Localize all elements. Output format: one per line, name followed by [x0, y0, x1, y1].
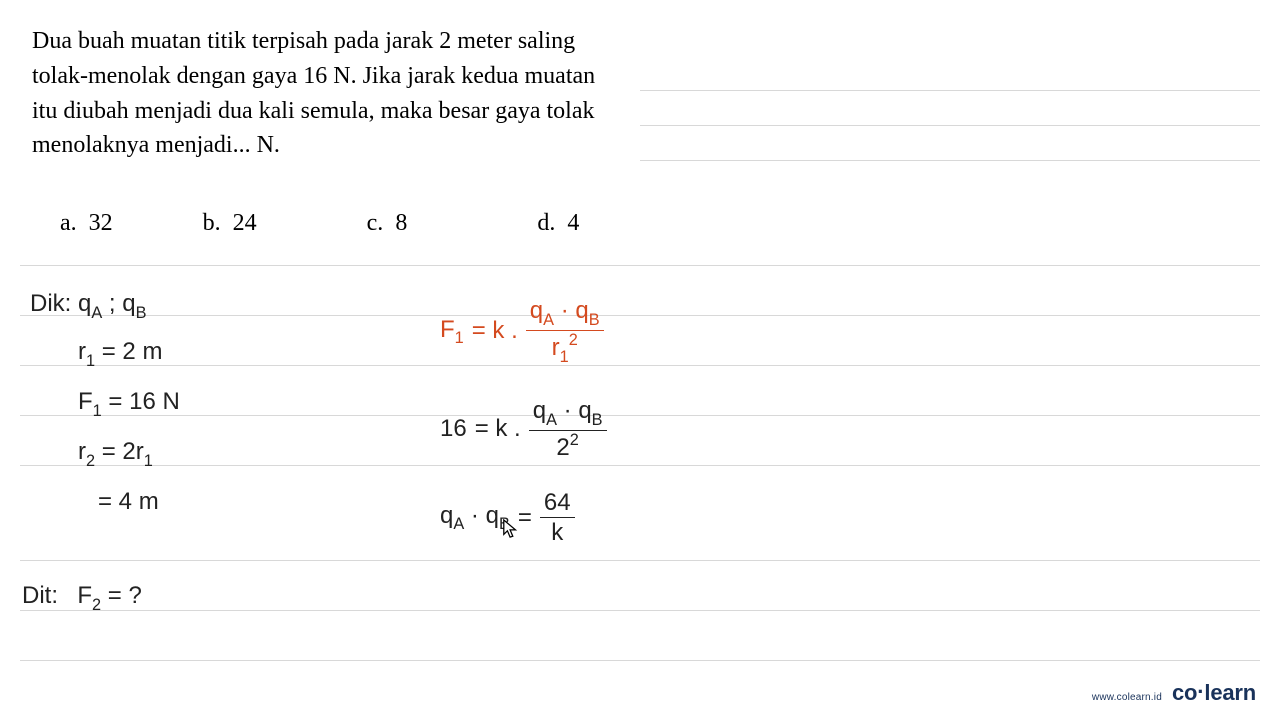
given-lhs: r1 — [78, 338, 95, 365]
given-row: Dik: qA ; qB — [30, 290, 147, 322]
ruled-line — [20, 265, 1260, 266]
option-b: b. 24 — [203, 210, 257, 237]
given-rhs: = 4 m — [98, 488, 159, 515]
option-d: d. 4 — [537, 210, 579, 237]
eq-lhs: qA · qB — [440, 502, 510, 534]
ask-heading: Dit: — [22, 582, 58, 609]
eq-lhs: 16 — [440, 415, 467, 443]
ruled-line — [640, 90, 1260, 91]
ruled-line — [20, 660, 1260, 661]
eq-denominator: 22 — [529, 431, 607, 460]
given-rhs: = 2r1 — [102, 438, 153, 465]
option-value: 4 — [567, 210, 579, 237]
option-a: a. 32 — [60, 210, 113, 237]
equation-row: 16 = k . qA · qB22 — [440, 398, 607, 460]
ruled-line — [640, 125, 1260, 126]
brand-logo: www.colearn.id co·learn — [1092, 680, 1256, 706]
eq-denominator: r12 — [526, 331, 604, 365]
equation-row: qA · qB = 64k — [440, 490, 575, 545]
given-rhs: = 16 N — [108, 388, 179, 415]
eq-numerator: 64 — [540, 490, 575, 518]
option-c: c. 8 — [367, 210, 408, 237]
given-heading: Dik: — [30, 290, 71, 317]
given-lhs: r2 — [78, 438, 95, 465]
given-row: r2 = 2r1 — [30, 438, 153, 470]
given-row: = 4 m — [30, 488, 159, 516]
eq-fraction: qA · qB22 — [529, 398, 607, 460]
eq-denominator: k — [540, 518, 575, 545]
given-lhs: F1 — [78, 388, 102, 415]
brand-name: co·learn — [1172, 680, 1256, 706]
ask-expr: F2 = ? — [77, 582, 141, 609]
eq-lhs: F1 — [440, 316, 464, 348]
ruled-line — [20, 560, 1260, 561]
eq-equals: = k . — [472, 317, 518, 345]
eq-numerator: qA · qB — [526, 298, 604, 331]
option-label: a. — [60, 210, 77, 237]
option-value: 8 — [395, 210, 407, 237]
ruled-line — [640, 160, 1260, 161]
equation-row: F1 = k . qA · qBr12 — [440, 298, 604, 365]
option-label: b. — [203, 210, 221, 237]
option-label: c. — [367, 210, 384, 237]
option-value: 32 — [89, 210, 113, 237]
given-row: r1 = 2 m — [30, 338, 162, 370]
ruled-line — [20, 365, 1260, 366]
eq-equals: = k . — [475, 415, 521, 443]
option-label: d. — [537, 210, 555, 237]
options-row: a. 32 b. 24 c. 8 d. 4 — [60, 210, 579, 237]
ruled-line — [20, 415, 1260, 416]
eq-equals: = — [518, 504, 532, 532]
eq-fraction: qA · qBr12 — [526, 298, 604, 365]
brand-url: www.colearn.id — [1092, 692, 1162, 703]
ask-row: Dit: F2 = ? — [22, 582, 142, 614]
eq-fraction: 64k — [540, 490, 575, 545]
option-value: 24 — [233, 210, 257, 237]
eq-numerator: qA · qB — [529, 398, 607, 431]
ruled-line — [20, 610, 1260, 611]
ruled-line — [20, 465, 1260, 466]
page: Dua buah muatan titik terpisah pada jara… — [0, 0, 1280, 720]
given-row: F1 = 16 N — [30, 388, 180, 420]
given-rhs: = 2 m — [102, 338, 163, 365]
question-text: Dua buah muatan titik terpisah pada jara… — [32, 24, 612, 163]
ruled-line — [20, 315, 1260, 316]
given-expr: qA ; qB — [78, 290, 147, 317]
